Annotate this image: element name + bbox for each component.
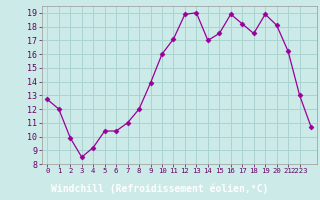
Text: Windchill (Refroidissement éolien,°C): Windchill (Refroidissement éolien,°C) xyxy=(51,183,269,194)
